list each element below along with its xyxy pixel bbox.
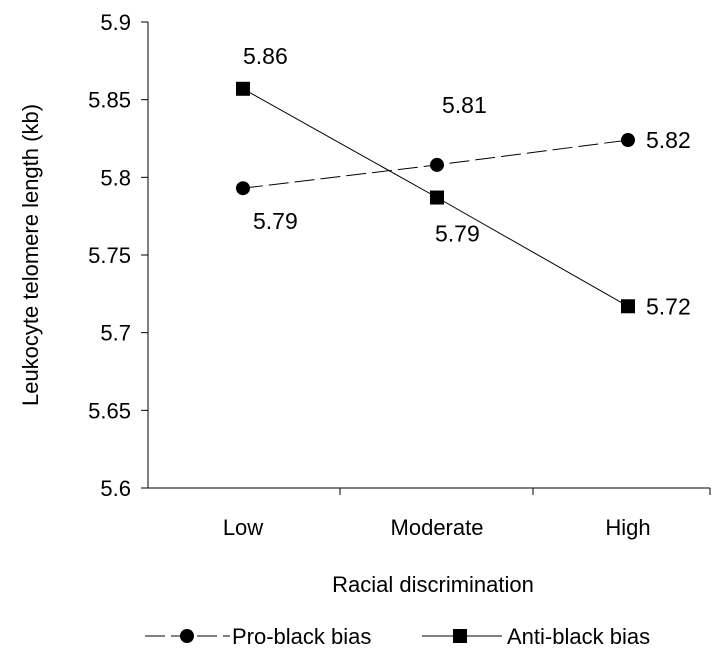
- x-axis-ticks: Low Moderate High: [223, 488, 711, 540]
- y-axis-ticks: 5.6 5.65 5.7 5.75 5.8 5.85 5.9: [88, 10, 148, 501]
- x-axis-title: Racial discrimination: [332, 572, 534, 597]
- data-label: 5.72: [646, 293, 691, 319]
- data-label: 5.79: [253, 208, 298, 234]
- x-tick-label: Moderate: [391, 515, 484, 540]
- point-marker-circle: [430, 157, 444, 172]
- legend: Pro-black bias Anti-black bias: [145, 624, 650, 649]
- y-axis-title: Leukocyte telomere length (kb): [18, 104, 43, 406]
- point-marker-square: [621, 299, 635, 314]
- data-label: 5.81: [442, 92, 487, 118]
- legend-marker-circle: [180, 629, 194, 643]
- data-labels: 5.79 5.81 5.82 5.86 5.79 5.72: [243, 43, 691, 319]
- legend-marker-square: [453, 629, 467, 643]
- x-tick-label: High: [605, 515, 650, 540]
- y-tick-label: 5.75: [88, 243, 131, 268]
- point-marker-circle: [236, 181, 250, 196]
- legend-label: Anti-black bias: [507, 624, 650, 649]
- point-marker-square: [430, 190, 444, 205]
- point-marker-square: [236, 81, 250, 96]
- y-tick-label: 5.9: [100, 10, 131, 35]
- point-marker-circle: [621, 133, 635, 148]
- y-tick-label: 5.8: [100, 165, 131, 190]
- data-label: 5.86: [243, 43, 288, 69]
- data-label: 5.82: [646, 127, 691, 153]
- y-tick-label: 5.65: [88, 398, 131, 423]
- y-tick-label: 5.85: [88, 88, 131, 113]
- series-markers: [236, 81, 635, 314]
- legend-label: Pro-black bias: [232, 624, 371, 649]
- y-tick-label: 5.7: [100, 321, 131, 346]
- data-label: 5.79: [435, 221, 480, 247]
- y-tick-label: 5.6: [100, 476, 131, 501]
- x-tick-label: Low: [223, 515, 263, 540]
